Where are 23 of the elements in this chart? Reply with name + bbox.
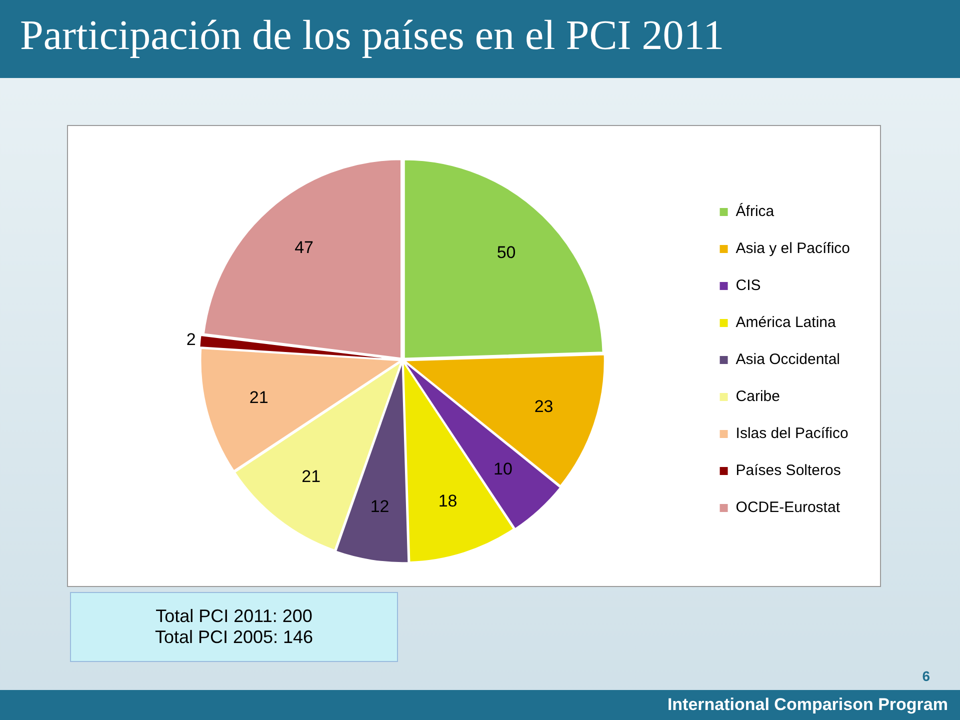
text: 6 <box>922 668 930 684</box>
legend-label: Caribe <box>736 388 780 406</box>
data-label: 50 <box>496 242 516 262</box>
data-label: 2 <box>186 330 196 350</box>
data-label: 47 <box>294 238 314 258</box>
legend-label: Asia y el Pacífico <box>736 240 850 258</box>
data-label: 10 <box>493 460 512 479</box>
legend-label: América Latina <box>736 314 836 332</box>
legend-label: Islas del Pacífico <box>736 425 848 442</box>
legend-label: Asia Occidental <box>736 351 840 368</box>
legend-label: OCDE-Eurostat <box>736 499 841 516</box>
data-label: 21 <box>249 388 268 408</box>
data-label: 23 <box>534 397 554 416</box>
chart-title: Participación de los países en el PCI 2011 <box>20 12 724 60</box>
text: Total PCI 2005: 146 <box>154 627 314 648</box>
legend-label: África <box>736 202 775 220</box>
data-label: 18 <box>438 492 458 511</box>
data-label: 21 <box>302 467 321 486</box>
text: International Comparison Program <box>667 695 948 715</box>
legend-label: Países Solteros <box>736 462 841 480</box>
legend-label: CIS <box>736 277 761 294</box>
data-label: 12 <box>370 496 390 516</box>
text: Total PCI 2011: 200 <box>154 606 314 627</box>
